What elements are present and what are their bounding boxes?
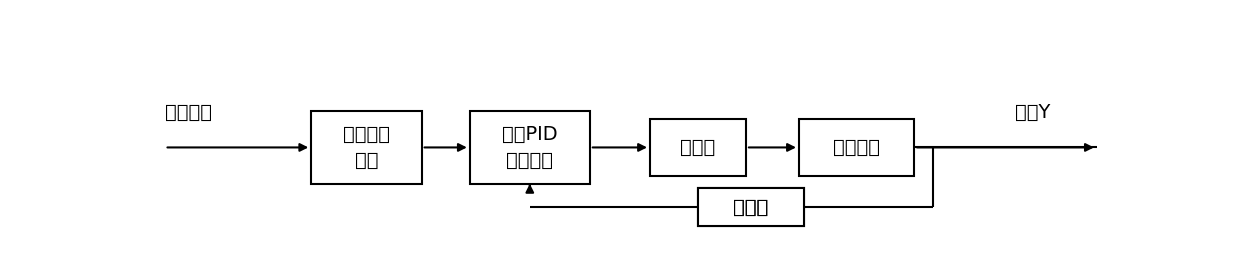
- Text: 模糊PID
控制模块: 模糊PID 控制模块: [502, 125, 558, 170]
- Text: 执行器: 执行器: [681, 138, 715, 157]
- Bar: [698, 188, 804, 226]
- Text: 负荷预测
模块: 负荷预测 模块: [343, 125, 389, 170]
- Bar: [799, 119, 914, 176]
- Bar: [698, 188, 804, 226]
- Bar: [650, 119, 746, 176]
- Text: 传感器: 传感器: [733, 198, 769, 216]
- Text: 传感器: 传感器: [733, 198, 769, 216]
- Text: 室外温度: 室外温度: [165, 103, 212, 122]
- Text: 被控对象: 被控对象: [833, 138, 880, 157]
- Bar: [311, 111, 422, 184]
- Bar: [470, 111, 590, 184]
- Text: 输出Y: 输出Y: [1016, 103, 1050, 122]
